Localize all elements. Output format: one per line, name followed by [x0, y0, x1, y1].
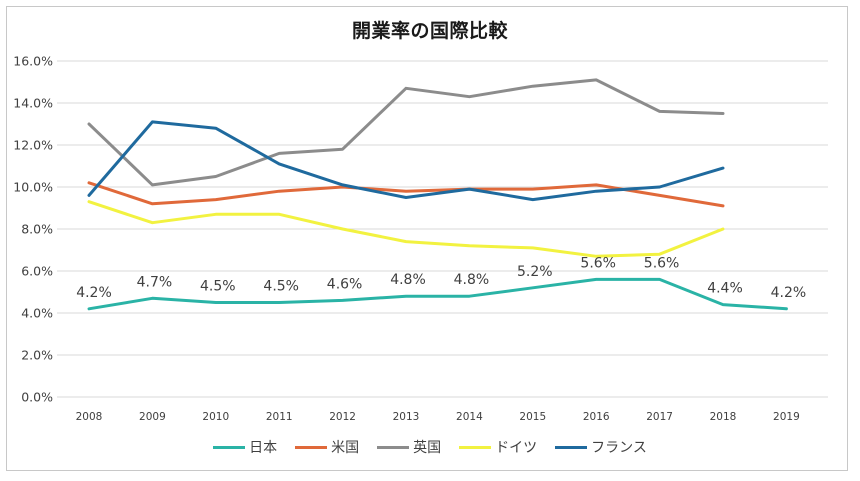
x-tick-label: 2013 [393, 411, 420, 423]
y-tick-label: 16.0% [13, 54, 53, 69]
legend-item: フランス [555, 437, 647, 457]
legend-swatch [459, 445, 492, 449]
x-tick-label: 2017 [646, 411, 673, 423]
data-label: 4.5% [263, 279, 299, 295]
x-tick-label: 2014 [456, 411, 483, 423]
x-tick-label: 2015 [519, 411, 546, 423]
legend-label: 英国 [413, 440, 442, 456]
y-tick-label: 4.0% [21, 306, 53, 321]
data-label: 4.8% [454, 272, 490, 288]
legend-swatch [377, 445, 410, 449]
series-line-1 [87, 181, 725, 208]
legend: 日本 米国 英国 ドイツ フランス [0, 437, 860, 457]
x-tick-label: 2019 [773, 411, 800, 423]
y-tick-label: 14.0% [13, 96, 53, 111]
x-tick-label: 2012 [329, 411, 356, 423]
y-axis-ticks: 0.0% 2.0% 4.0% 6.0% 8.0% 10.0% 12.0% 14.0% 16.0% [13, 54, 53, 405]
data-label: 4.4% [707, 281, 743, 297]
y-tick-label: 12.0% [13, 138, 53, 153]
legend-label: フランス [591, 440, 647, 456]
legend-label: ドイツ [495, 440, 538, 456]
x-tick-label: 2016 [583, 411, 610, 423]
legend-swatch [555, 445, 588, 449]
legend-item: 日本 [213, 437, 277, 457]
data-label: 5.6% [644, 255, 680, 271]
x-tick-label: 2009 [139, 411, 166, 423]
legend-swatch [295, 445, 328, 449]
data-label: 4.2% [76, 285, 112, 301]
legend-item: 米国 [295, 437, 359, 457]
x-tick-label: 2008 [76, 411, 103, 423]
data-label: 4.7% [137, 274, 173, 290]
data-label: 4.6% [327, 276, 363, 292]
data-label: 5.6% [580, 255, 616, 271]
legend-item: ドイツ [459, 437, 537, 457]
x-tick-label: 2018 [710, 411, 737, 423]
gridlines [57, 60, 828, 398]
y-tick-label: 10.0% [13, 180, 53, 195]
legend-label: 米国 [331, 440, 360, 456]
legend-swatch [213, 445, 246, 449]
data-label: 4.8% [390, 272, 426, 288]
x-axis-ticks: 2008 2009 2010 2011 2012 2013 2014 2015 2016 2017… [76, 411, 800, 423]
legend-label: 日本 [249, 440, 278, 456]
series-line-4 [87, 120, 725, 202]
y-tick-label: 8.0% [21, 222, 53, 237]
y-tick-label: 2.0% [21, 348, 53, 363]
x-tick-label: 2011 [266, 411, 293, 423]
chart-title: 開業率の国際比較 [351, 20, 508, 42]
data-label: 4.2% [771, 285, 807, 301]
data-label: 5.2% [517, 264, 553, 280]
y-tick-label: 0.0% [21, 390, 53, 405]
x-tick-label: 2010 [202, 411, 229, 423]
data-label: 4.5% [200, 279, 236, 295]
data-labels: 4.2% 4.7% 4.5% 4.5% 4.6% 4.8% 4.8% 5.2% 5.6% 5.6%… [76, 255, 806, 300]
y-tick-label: 6.0% [21, 264, 53, 279]
series-line-0 [87, 277, 788, 311]
legend-item: 英国 [377, 437, 441, 457]
series-line-3 [87, 200, 725, 258]
series-line-2 [87, 78, 725, 187]
series-lines [87, 78, 788, 311]
chart-frame [6, 6, 848, 471]
